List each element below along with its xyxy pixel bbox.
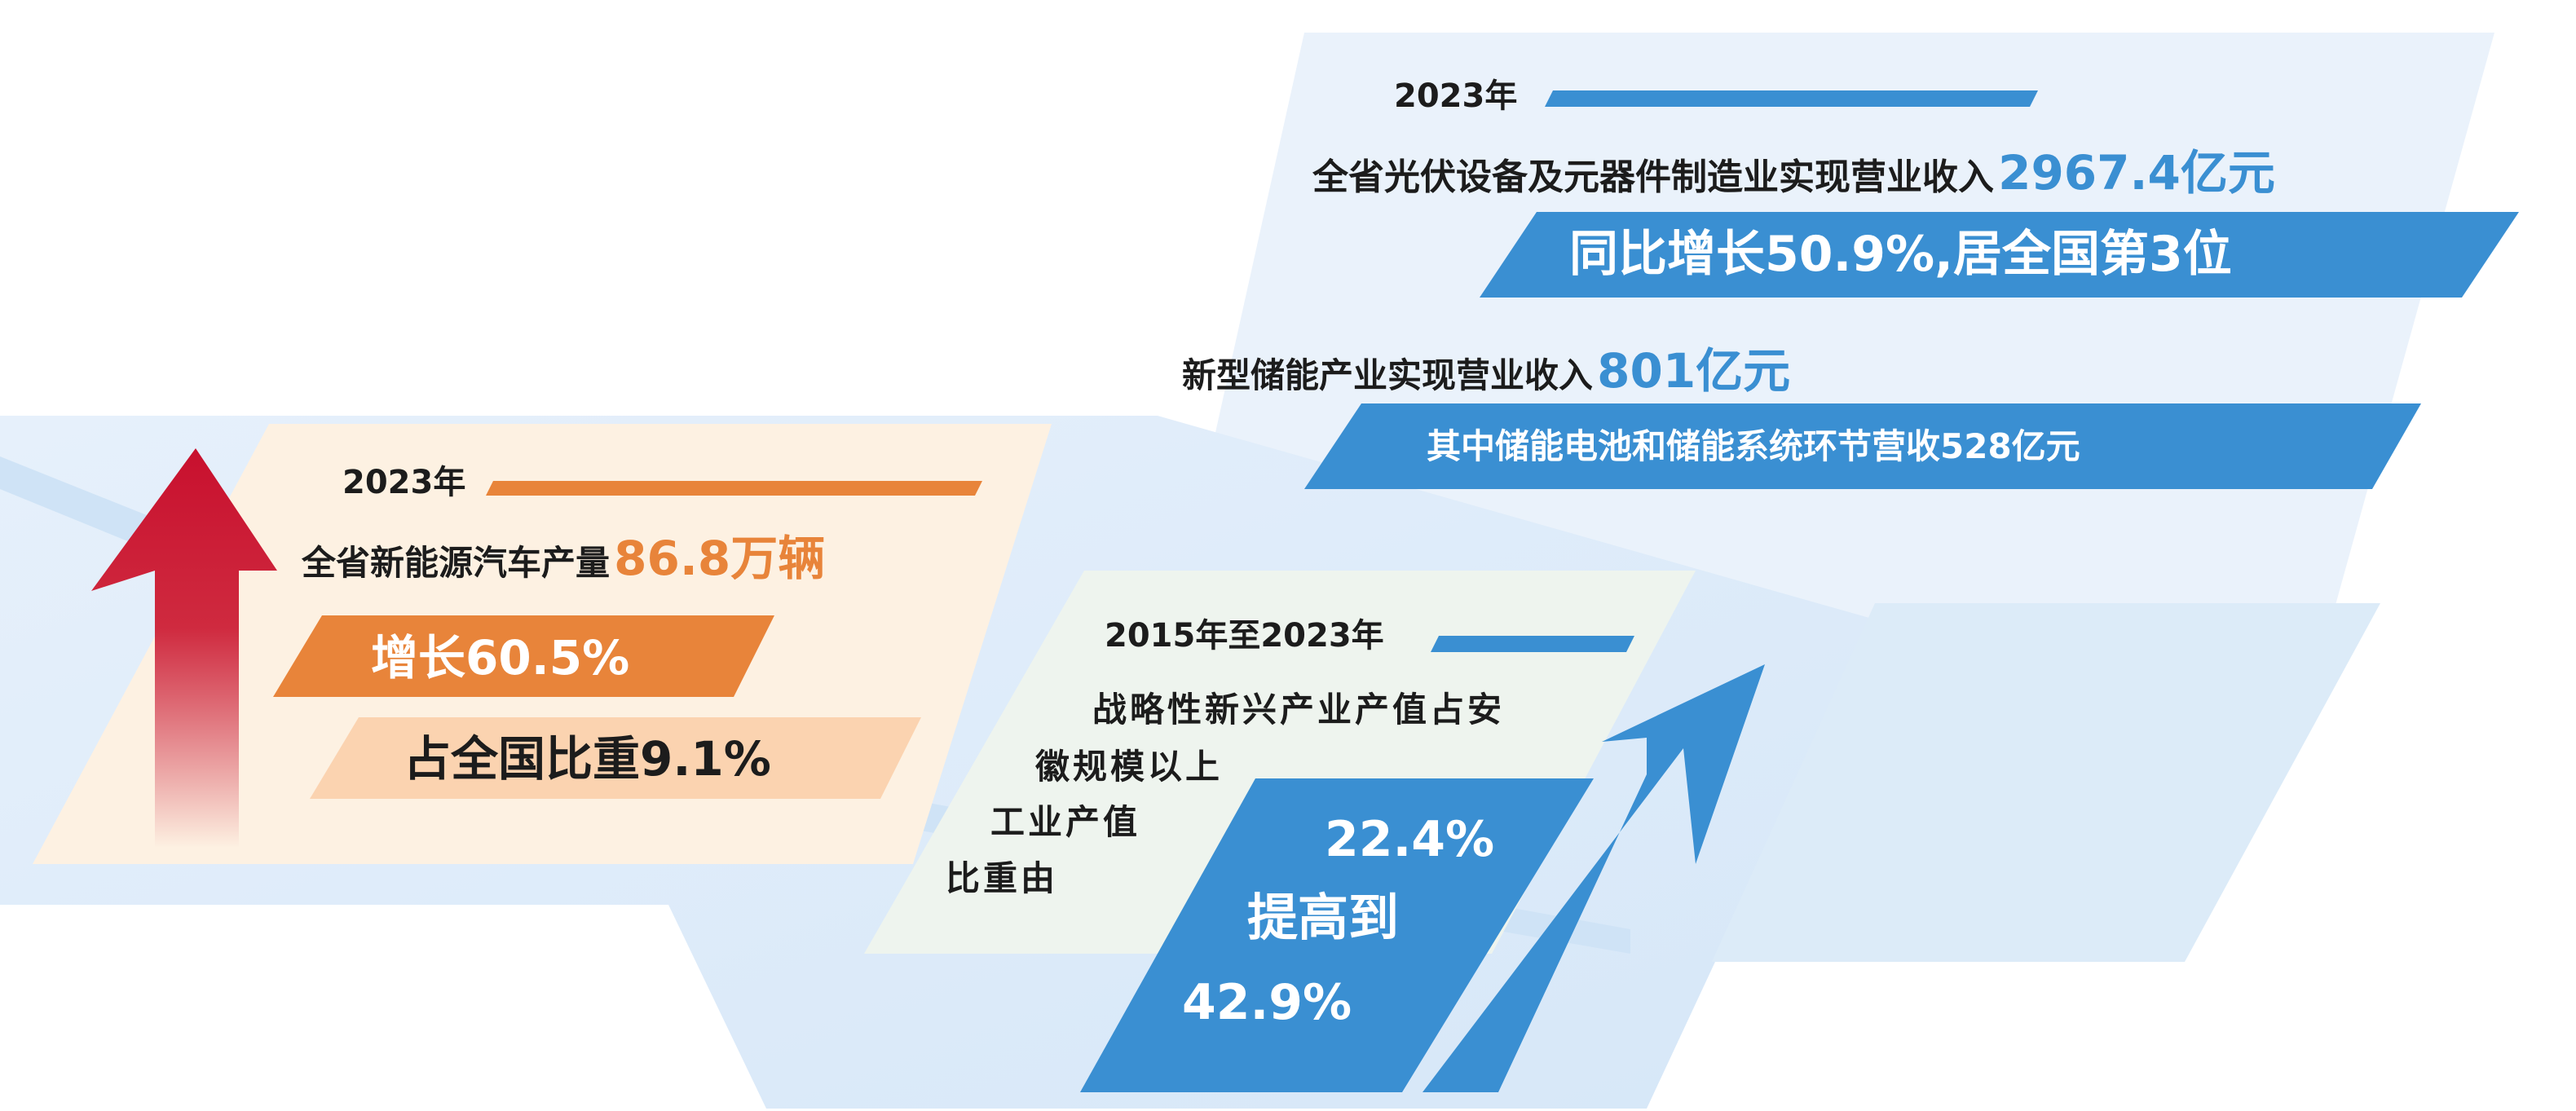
up-arrow-icon xyxy=(91,448,277,848)
pv-growth-rank-text: 同比增长50.9%,居全国第3位 xyxy=(1569,226,2232,283)
ev-production-line: 全省新能源汽车产量 86.8万辆 xyxy=(302,520,825,589)
strategic-year-line xyxy=(1431,636,1634,652)
ev-production-text: 全省新能源汽车产量 xyxy=(302,543,611,583)
pv-year-label: 2023年 xyxy=(1394,77,1518,115)
pv-revenue-line: 全省光伏设备及元器件制造业实现营业收入 2967.4亿元 xyxy=(1312,134,2275,203)
strategic-from-value: 22.4% xyxy=(1325,811,1495,868)
ev-year-line xyxy=(486,481,982,496)
pv-year-line xyxy=(1545,90,2038,107)
pv-revenue-text: 全省光伏设备及元器件制造业实现营业收入 xyxy=(1312,157,1994,198)
storage-detail-text: 其中储能电池和储能系统环节营收528亿元 xyxy=(1427,426,2080,466)
ev-share-text: 占全国比重9.1% xyxy=(404,731,771,787)
strategic-desc-line2: 徽规模以上 xyxy=(1035,747,1224,787)
ev-growth-bar xyxy=(273,615,774,697)
ev-growth-text: 增长60.5% xyxy=(371,630,630,686)
pv-revenue-value: 2967.4亿元 xyxy=(1998,145,2275,201)
growth-arrow-icon xyxy=(1423,664,1765,1092)
ev-share-bar xyxy=(310,717,921,799)
storage-detail-bar xyxy=(1304,403,2421,489)
storage-revenue-value: 801亿元 xyxy=(1597,343,1791,399)
storage-revenue-line: 新型储能产业实现营业收入 801亿元 xyxy=(1182,333,1790,401)
backdrop-right-band xyxy=(1712,603,2380,962)
strategic-to-value: 42.9% xyxy=(1182,974,1352,1031)
ev-production-value: 86.8万辆 xyxy=(614,531,826,586)
strategic-desc-line3: 工业产值 xyxy=(990,802,1141,842)
strategic-value-block xyxy=(1080,778,1594,1092)
storage-revenue-text: 新型储能产业实现营业收入 xyxy=(1182,355,1594,395)
ev-year-label: 2023年 xyxy=(342,464,466,501)
strategic-period-label: 2015年至2023年 xyxy=(1105,617,1384,655)
pv-growth-bar xyxy=(1480,212,2519,298)
strategic-raise-label: 提高到 xyxy=(1247,888,1400,947)
strategic-desc-line1: 战略性新兴产业产值占安 xyxy=(1092,690,1506,730)
strategic-desc-line4: 比重由 xyxy=(946,858,1059,898)
